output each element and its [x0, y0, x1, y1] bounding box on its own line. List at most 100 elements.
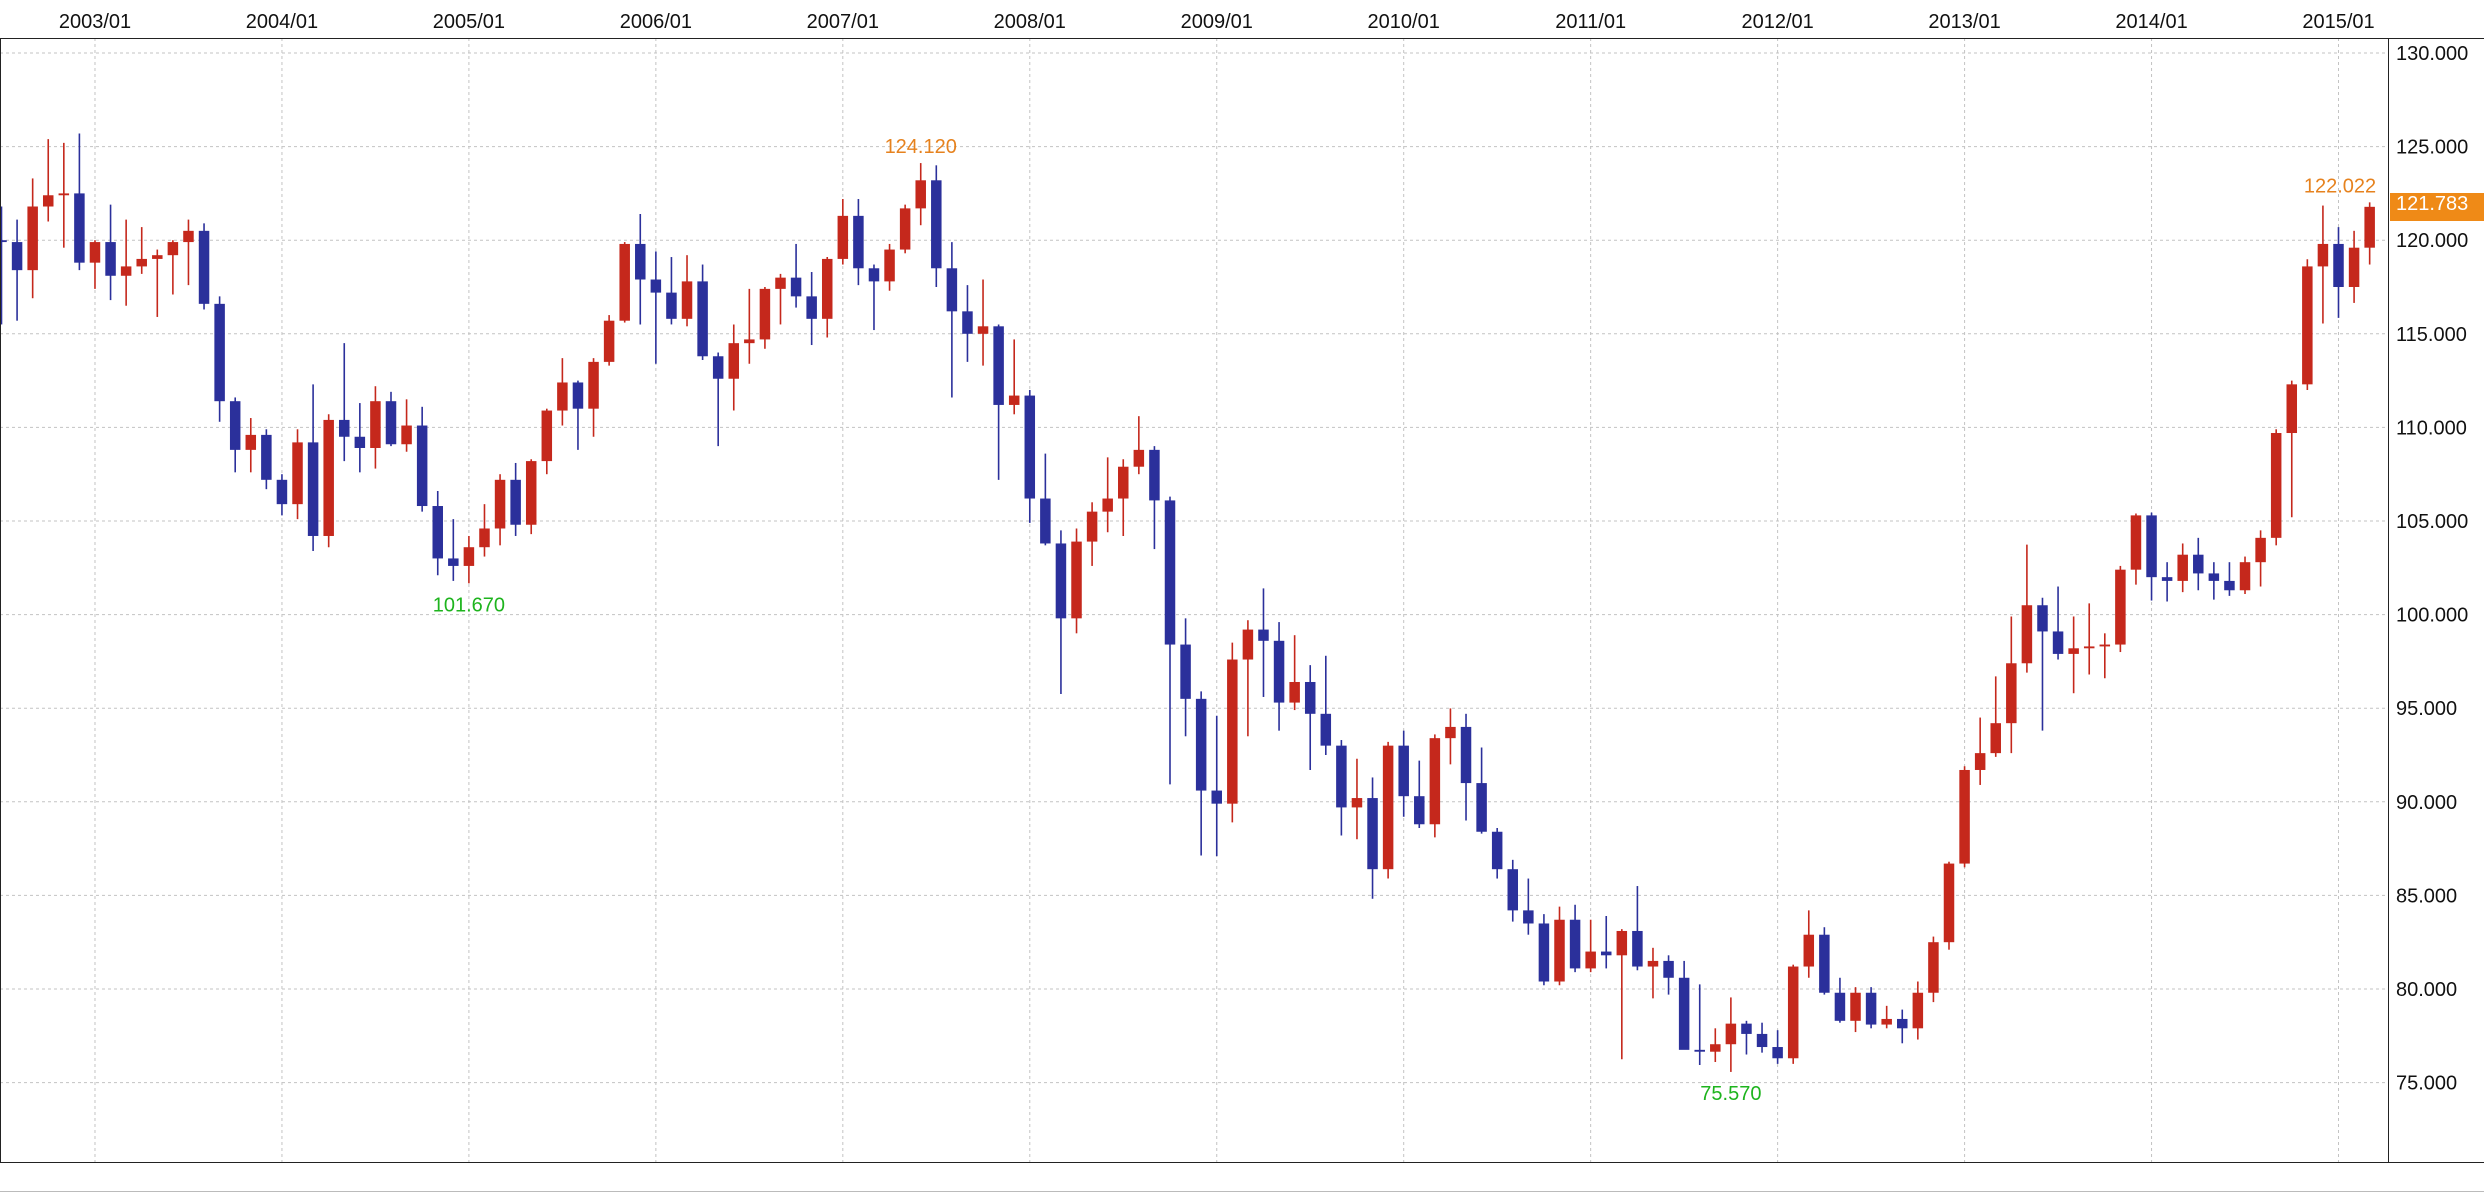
candle-body [58, 193, 70, 196]
candle-body [463, 547, 475, 566]
candle-body [821, 258, 833, 319]
candle-body [588, 361, 599, 409]
time-axis-label: 2009/01 [1181, 11, 1253, 33]
candle-body [1912, 992, 1924, 1029]
candle-body [1195, 698, 1207, 791]
price-axis-label: 130.000 [2396, 43, 2468, 65]
price-axis-label: 125.000 [2396, 137, 2468, 159]
candle-body [2364, 206, 2375, 248]
candle-body [245, 434, 257, 450]
price-axis-label: 75.000 [2396, 1073, 2457, 1095]
candle-body [993, 326, 1004, 405]
candle-body [712, 356, 724, 379]
candle-body [2239, 562, 2251, 591]
candle-body [354, 436, 366, 448]
candle-body [1491, 831, 1503, 870]
high-price-marker: 122.022 [2304, 175, 2376, 197]
candle-body [1663, 960, 1674, 978]
time-axis-label: 2005/01 [433, 11, 505, 33]
candle-body [1102, 498, 1113, 512]
candle-body [2193, 554, 2204, 574]
candle-body [681, 281, 693, 319]
time-axis-label: 2003/01 [59, 11, 131, 33]
candle-body [1180, 644, 1191, 699]
candle-body [479, 528, 490, 548]
low-price-marker: 75.570 [1700, 1083, 1761, 1105]
candle-body [1725, 1023, 1737, 1045]
time-axis-label: 2015/01 [2302, 11, 2374, 33]
candle-body [1538, 923, 1550, 982]
candle-body [619, 243, 630, 321]
candle-body [1710, 1044, 1721, 1052]
candle-body [806, 296, 817, 319]
high-price-marker: 124.120 [885, 136, 957, 158]
price-axis-label: 95.000 [2396, 698, 2457, 720]
candle-body [2037, 605, 2048, 632]
last-price-badge: 121.783 [2390, 192, 2484, 221]
candle-body [276, 479, 288, 505]
candle-body [977, 326, 989, 334]
candle-body [931, 180, 942, 269]
candle-body [2161, 577, 2173, 581]
candle-body [2270, 433, 2282, 538]
candle-body [370, 401, 381, 448]
candle-body [1040, 498, 1051, 544]
candle-body [915, 180, 926, 209]
candle-body [2224, 580, 2235, 591]
candle-body [1850, 992, 1861, 1021]
candle-body [1834, 992, 1846, 1021]
candle-body [962, 311, 973, 334]
candle-body [120, 266, 132, 276]
candle-body [198, 230, 210, 304]
candle-body [2146, 515, 2157, 578]
candle-body [1523, 910, 1534, 924]
candle-body [1164, 500, 1176, 645]
candle-body [89, 242, 101, 263]
candle-body [1600, 951, 1612, 956]
candle-body [2286, 384, 2298, 434]
time-axis-label: 2014/01 [2115, 11, 2187, 33]
candle-body [1133, 449, 1145, 467]
candle-body [899, 208, 911, 250]
candle-body [136, 258, 147, 267]
candle-body [1289, 681, 1300, 703]
candle-body [1320, 713, 1332, 746]
candle-body [1803, 934, 1815, 967]
candle-body [105, 242, 116, 276]
candle-body [416, 425, 428, 507]
candle-body [1336, 745, 1347, 808]
candle-body [541, 410, 553, 462]
candle-body [650, 279, 662, 293]
candle-body [1756, 1033, 1768, 1048]
candle-body [1943, 863, 1955, 943]
candle-body [307, 442, 319, 536]
candle-body [603, 320, 615, 362]
candle-body [2130, 515, 2142, 570]
candle-body [572, 382, 584, 409]
candle-body [339, 419, 350, 437]
candle-body [2302, 266, 2313, 385]
candle-body [1414, 796, 1425, 825]
candle-body [167, 242, 179, 256]
candle-body [868, 268, 880, 282]
candle-body [27, 206, 38, 271]
time-axis-label: 2012/01 [1741, 11, 1813, 33]
candle-body [385, 401, 397, 445]
candle-body [510, 479, 521, 525]
candle-body [1211, 790, 1222, 804]
candle-body [401, 425, 412, 445]
candle-body [1678, 977, 1690, 1050]
price-axis-label: 90.000 [2396, 792, 2457, 814]
candle-body [853, 215, 864, 269]
candle-body [448, 558, 459, 566]
candle-body [1071, 541, 1082, 619]
candle-body [1024, 395, 1036, 499]
candle-body [2068, 648, 2079, 654]
candle-body [666, 292, 677, 319]
candle-body [1055, 543, 1067, 619]
candle-body [2006, 663, 2017, 724]
candle-body [1460, 726, 1472, 784]
candle-body [1959, 769, 1970, 864]
